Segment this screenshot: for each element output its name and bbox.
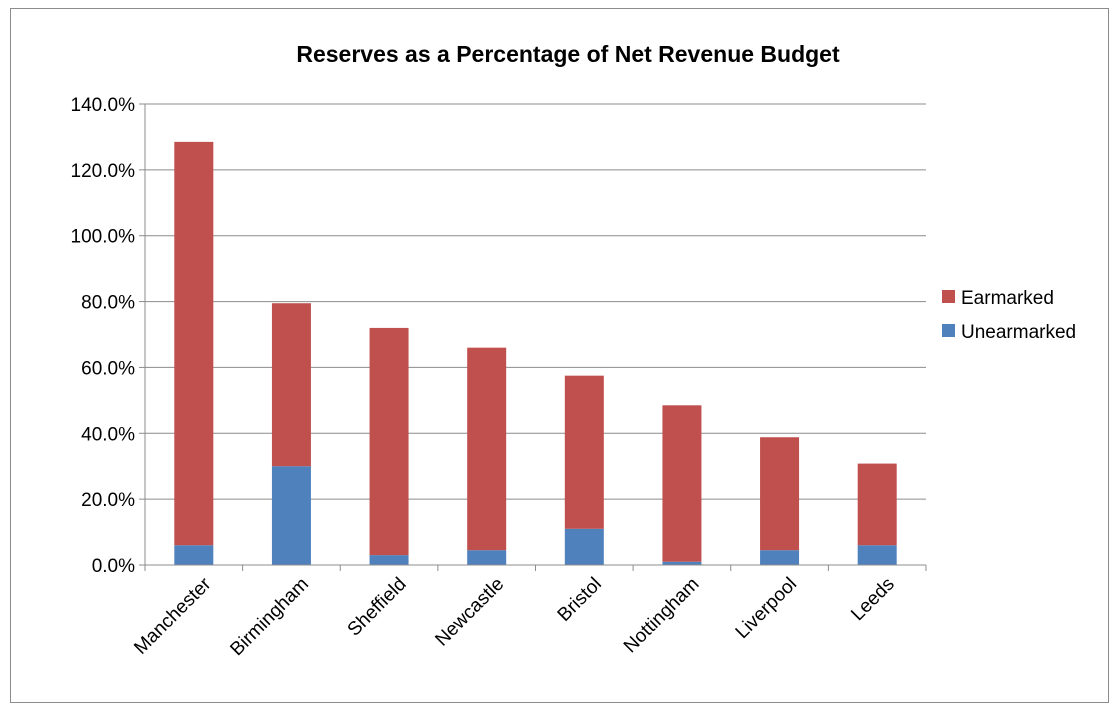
bar-earmarked-bristol [564,375,604,529]
bar-earmarked-leeds [857,463,897,546]
y-tick-label: 0.0% [92,556,135,577]
bar-earmarked-birmingham [271,303,311,467]
legend-label-earmarked: Earmarked [961,288,1054,309]
bar-unearmarked-birmingham [271,466,311,565]
chart-title: Reserves as a Percentage of Net Revenue … [296,41,840,67]
legend-label-unearmarked: Unearmarked [961,322,1076,343]
x-tick-label: Nottingham [620,574,704,658]
x-tick-labels: Manchester Birmingham Sheffield Newcastle Br… [130,573,898,660]
x-tick-label: Liverpool [732,574,801,643]
gridlines [145,103,926,500]
y-tick-label: 40.0% [81,424,135,445]
bar-earmarked-nottingham [662,405,702,562]
y-tick-labels: 0.0% 20.0% 40.0% 60.0% 80.0% 100.0% 120.0% 140.… [71,95,136,577]
bar-unearmarked-liverpool [760,550,800,565]
x-tick-label: Birmingham [226,574,313,661]
bar-unearmarked-bristol [564,528,604,565]
bar-earmarked-liverpool [760,437,800,551]
x-tick-label: Bristol [554,574,606,626]
bar-unearmarked-nottingham [662,561,702,565]
bars [174,141,897,565]
legend-swatch-earmarked [942,290,955,303]
bar-earmarked-sheffield [369,327,409,556]
bar-unearmarked-leeds [857,545,897,565]
x-tick-label: Sheffield [344,574,411,641]
y-tick-label: 140.0% [71,95,136,116]
bar-earmarked-manchester [174,141,214,546]
legend: Earmarked Unearmarked [942,288,1076,343]
y-tick-label: 80.0% [81,293,135,314]
x-tick-label: Manchester [130,573,216,659]
bar-unearmarked-sheffield [369,555,409,565]
y-tick-label: 60.0% [81,358,135,379]
bar-earmarked-newcastle [467,347,507,551]
y-tick-label: 20.0% [81,490,135,511]
y-tick-label: 120.0% [71,161,136,182]
bar-unearmarked-manchester [174,545,214,565]
x-tick-label: Newcastle [431,574,508,651]
legend-swatch-unearmarked [942,324,955,337]
bar-unearmarked-newcastle [467,550,507,565]
x-tick-label: Leeds [847,574,898,625]
axes [139,103,927,571]
y-tick-label: 100.0% [71,227,136,248]
